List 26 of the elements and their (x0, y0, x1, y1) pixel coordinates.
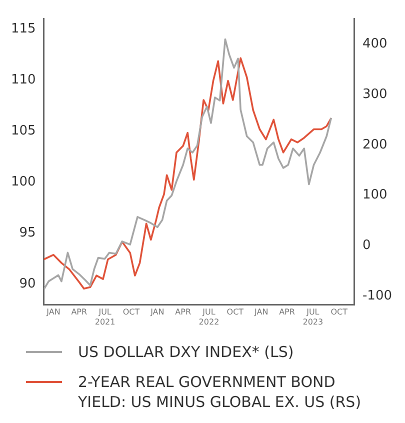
y-tick-label: 110 (10, 72, 36, 88)
x-tick-label: JUL 2023 (302, 308, 324, 326)
y2-tick-label: 400 (362, 36, 388, 52)
y2-tick-label: 200 (362, 137, 388, 152)
y2-tick-label: 0 (362, 238, 371, 254)
x-tick-label: APR (71, 308, 88, 317)
x-tick-label: OCT (122, 308, 140, 317)
y2-tick-label: 100 (362, 188, 388, 203)
legend-label: 2-YEAR REAL GOVERNMENT BOND YIELD: US MINUS GLOBAL EX. US (RS) (78, 372, 362, 412)
y-tick-label: 95 (19, 226, 36, 241)
y2-tick-label: 300 (362, 86, 388, 102)
x-tick-label: APR (279, 308, 296, 317)
y-tick-label: 105 (10, 124, 36, 139)
y2-tick-label: -100 (362, 288, 392, 304)
x-tick-label: JAN (46, 308, 60, 317)
y-tick-label: 100 (10, 174, 36, 190)
x-tick-label: JUL 2022 (198, 308, 220, 326)
x-tick-label: OCT (226, 308, 244, 317)
x-tick-label: OCT (330, 308, 348, 317)
x-tick-label: APR (175, 308, 192, 317)
y-tick-label: 115 (10, 21, 36, 36)
x-tick-label: JAN (254, 308, 268, 317)
y-tick-label: 90 (19, 276, 36, 292)
x-tick-label: JUL 2021 (94, 308, 116, 326)
x-tick-label: JAN (150, 308, 164, 317)
legend-label: US DOLLAR DXY INDEX* (LS) (78, 342, 294, 362)
